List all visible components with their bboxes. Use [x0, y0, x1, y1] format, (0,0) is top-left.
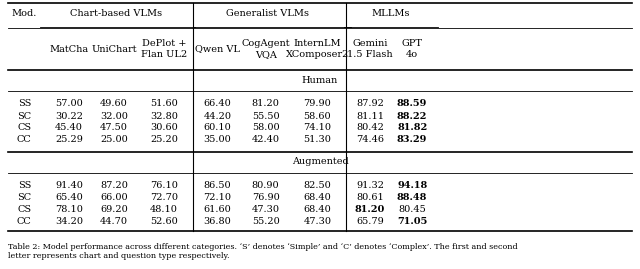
- Text: 42.40: 42.40: [252, 136, 280, 144]
- Text: 68.40: 68.40: [303, 204, 332, 214]
- Text: 81.20: 81.20: [252, 100, 280, 108]
- Text: 32.00: 32.00: [100, 111, 128, 121]
- Text: 87.92: 87.92: [356, 100, 384, 108]
- Text: Human: Human: [302, 76, 338, 84]
- Text: 51.30: 51.30: [303, 136, 332, 144]
- Text: Gemini
1.5 Flash: Gemini 1.5 Flash: [347, 39, 393, 59]
- Text: 30.22: 30.22: [55, 111, 83, 121]
- Text: Chart-based VLMs: Chart-based VLMs: [70, 9, 163, 19]
- Text: Qwen VL: Qwen VL: [195, 44, 240, 54]
- Text: 76.90: 76.90: [252, 193, 280, 201]
- Text: 80.90: 80.90: [252, 180, 280, 189]
- Text: 72.70: 72.70: [150, 193, 178, 201]
- Text: 55.50: 55.50: [252, 111, 280, 121]
- Text: 82.50: 82.50: [303, 180, 332, 189]
- Text: Mod.: Mod.: [12, 9, 37, 19]
- Text: 25.20: 25.20: [150, 136, 178, 144]
- Text: 83.29: 83.29: [397, 136, 428, 144]
- Text: 88.48: 88.48: [397, 193, 428, 201]
- Text: 25.29: 25.29: [55, 136, 83, 144]
- Text: 74.10: 74.10: [303, 123, 332, 133]
- Text: SS: SS: [18, 180, 31, 189]
- Text: 66.00: 66.00: [100, 193, 128, 201]
- Text: 34.20: 34.20: [55, 217, 83, 225]
- Text: 79.90: 79.90: [303, 100, 332, 108]
- Text: 69.20: 69.20: [100, 204, 128, 214]
- Text: 68.40: 68.40: [303, 193, 332, 201]
- Text: 66.40: 66.40: [204, 100, 232, 108]
- Text: 88.22: 88.22: [397, 111, 428, 121]
- Text: 58.00: 58.00: [252, 123, 280, 133]
- Text: 91.40: 91.40: [55, 180, 83, 189]
- Text: 55.20: 55.20: [252, 217, 280, 225]
- Text: 35.00: 35.00: [204, 136, 232, 144]
- Text: CC: CC: [17, 217, 32, 225]
- Text: 81.20: 81.20: [355, 204, 385, 214]
- Text: CC: CC: [17, 136, 32, 144]
- Text: MLLMs: MLLMs: [372, 9, 410, 19]
- Text: 49.60: 49.60: [100, 100, 128, 108]
- Text: 65.40: 65.40: [55, 193, 83, 201]
- Text: 80.45: 80.45: [398, 204, 426, 214]
- Text: InternLM
XComposer2: InternLM XComposer2: [285, 39, 349, 59]
- Text: 87.20: 87.20: [100, 180, 128, 189]
- Text: Generalist VLMs: Generalist VLMs: [226, 9, 309, 19]
- Text: UniChart: UniChart: [91, 44, 137, 54]
- Text: 86.50: 86.50: [204, 180, 232, 189]
- Text: 65.79: 65.79: [356, 217, 384, 225]
- Text: 47.30: 47.30: [303, 217, 332, 225]
- Text: 25.00: 25.00: [100, 136, 128, 144]
- Text: 80.61: 80.61: [356, 193, 384, 201]
- Text: MatCha: MatCha: [49, 44, 89, 54]
- Text: 48.10: 48.10: [150, 204, 178, 214]
- Text: 88.59: 88.59: [397, 100, 428, 108]
- Text: 60.10: 60.10: [204, 123, 232, 133]
- Text: 94.18: 94.18: [397, 180, 428, 189]
- Text: CS: CS: [17, 204, 31, 214]
- Text: 36.80: 36.80: [204, 217, 232, 225]
- Text: 81.11: 81.11: [356, 111, 384, 121]
- Text: 30.60: 30.60: [150, 123, 178, 133]
- Text: 47.30: 47.30: [252, 204, 280, 214]
- Text: 72.10: 72.10: [204, 193, 232, 201]
- Text: 32.80: 32.80: [150, 111, 178, 121]
- Text: 76.10: 76.10: [150, 180, 178, 189]
- Text: 78.10: 78.10: [55, 204, 83, 214]
- Text: 91.32: 91.32: [356, 180, 384, 189]
- Text: 58.60: 58.60: [303, 111, 332, 121]
- Text: 57.00: 57.00: [55, 100, 83, 108]
- Text: 51.60: 51.60: [150, 100, 178, 108]
- Text: Table 2: Model performance across different categories. ‘S’ denotes ‘Simple’ and: Table 2: Model performance across differ…: [8, 243, 517, 260]
- Text: SS: SS: [18, 100, 31, 108]
- Text: SC: SC: [17, 193, 31, 201]
- Text: CogAgent
VQA: CogAgent VQA: [241, 39, 290, 59]
- Text: CS: CS: [17, 123, 31, 133]
- Text: 44.70: 44.70: [100, 217, 128, 225]
- Text: GPT
4o: GPT 4o: [402, 39, 422, 59]
- Text: 44.20: 44.20: [204, 111, 232, 121]
- Text: 71.05: 71.05: [397, 217, 428, 225]
- Text: 74.46: 74.46: [356, 136, 384, 144]
- Text: 81.82: 81.82: [397, 123, 428, 133]
- Text: 47.50: 47.50: [100, 123, 128, 133]
- Text: 80.42: 80.42: [356, 123, 384, 133]
- Text: 45.40: 45.40: [55, 123, 83, 133]
- Text: 61.60: 61.60: [204, 204, 232, 214]
- Text: 52.60: 52.60: [150, 217, 178, 225]
- Text: Augmented: Augmented: [292, 158, 348, 167]
- Text: DePlot +
Flan UL2: DePlot + Flan UL2: [141, 39, 187, 59]
- Text: SC: SC: [17, 111, 31, 121]
